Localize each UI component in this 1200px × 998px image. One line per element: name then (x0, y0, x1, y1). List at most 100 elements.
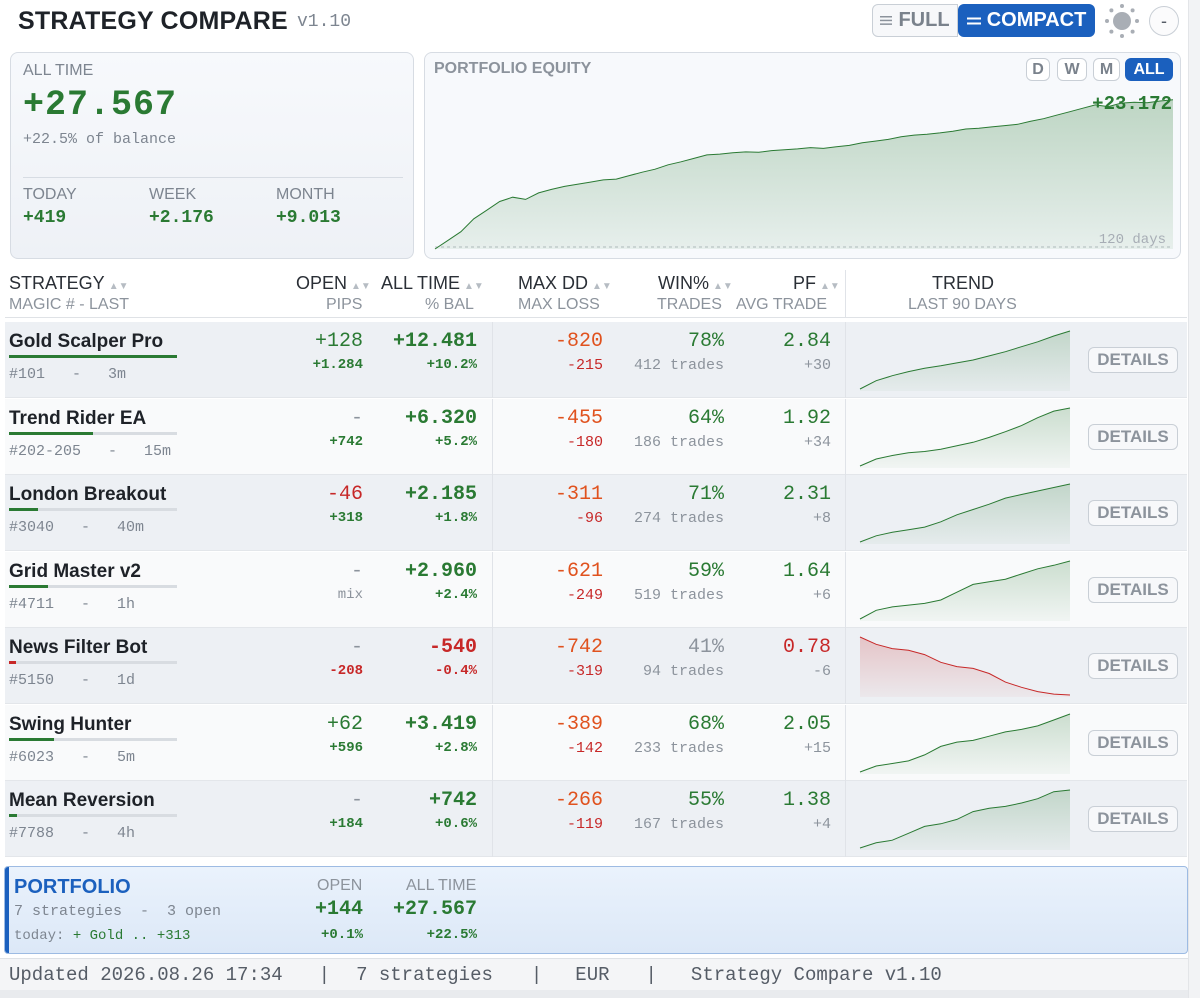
all-time-value: +2.960 (404, 559, 477, 583)
profit-factor: 1.64 (782, 559, 831, 583)
strategy-name: Mean Reversion (9, 790, 155, 811)
sort-arrows-icon: ▲▼ (713, 281, 733, 292)
details-button[interactable]: DETAILS (1088, 806, 1178, 832)
col-all-time-sub: % BAL (425, 296, 474, 313)
sun-icon (1105, 4, 1139, 38)
col-win[interactable]: WIN% ▲▼ (658, 273, 733, 294)
max-dd-value: -311 (554, 483, 603, 506)
col-pf[interactable]: PF ▲▼ (793, 273, 840, 294)
vertical-scrollbar[interactable] (1188, 0, 1200, 998)
strategy-share-fill (9, 661, 16, 664)
minimize-button[interactable]: - (1149, 6, 1179, 36)
trend-sparkline (859, 483, 1071, 544)
open-value: - (350, 789, 363, 812)
trend-line (859, 407, 1071, 466)
col-open[interactable]: OPEN ▲▼ (296, 273, 371, 294)
open-value: - (350, 636, 363, 659)
column-separator (492, 781, 493, 857)
col-max-dd[interactable]: MAX DD ▲▼ (518, 273, 612, 294)
col-open-sub: PIPS (326, 296, 363, 313)
max-dd-value: -742 (554, 636, 603, 659)
compact-view-button[interactable]: COMPACT (958, 4, 1095, 37)
trend-area (860, 331, 1070, 391)
sort-arrows-icon: ▲▼ (351, 281, 371, 292)
strategy-name: Trend Rider EA (9, 407, 147, 429)
trend-area (860, 560, 1070, 621)
max-dd-value: -266 (554, 789, 603, 812)
pct-balance: +1.8% (434, 510, 477, 526)
col-strategy[interactable]: STRATEGY ▲▼ (9, 273, 128, 294)
table-row[interactable]: Grid Master v2 #4711 - 1h - mix +2.960 +2.4% -… (5, 551, 1187, 628)
table-row[interactable]: Gold Scalper Pro #101 - 3m +128 +1.284 +12.4… (5, 322, 1187, 398)
equity-days-label: 120 days (1098, 232, 1166, 248)
trade-count: 412 trades (633, 357, 724, 374)
column-separator (492, 704, 493, 781)
table-row[interactable]: News Filter Bot #5150 - 1d - -208 -540 -0.4% -… (5, 628, 1187, 704)
range-m-button[interactable]: M (1093, 58, 1120, 81)
table-row[interactable]: Mean Reversion #7788 - 4h - +184 +742 +0.6% -2… (5, 781, 1187, 857)
strategy-name: Swing Hunter (9, 713, 132, 735)
strategy-meta: #202-205 - 15m (9, 442, 172, 460)
column-separator (845, 398, 846, 475)
details-button[interactable]: DETAILS (1088, 729, 1178, 756)
sort-arrows-icon: ▲▼ (108, 281, 129, 292)
max-loss-value: -119 (566, 816, 603, 833)
range-w-button[interactable]: W (1057, 58, 1087, 81)
horizontal-scrollbar[interactable] (0, 990, 1188, 998)
status-app: Strategy Compare v1.10 (690, 963, 942, 986)
strategy-share-bar (9, 584, 177, 588)
strategy-name: Grid Master v2 (9, 560, 141, 582)
open-pips: +318 (329, 510, 363, 526)
table-row[interactable]: Swing Hunter #6023 - 5m +62 +596 +3.419 +2.8%… (5, 704, 1187, 781)
win-rate: 59% (687, 559, 724, 583)
avg-trade: -6 (812, 663, 831, 680)
max-loss-value: -180 (566, 433, 603, 451)
range-d-button[interactable]: D (1026, 58, 1050, 81)
app-title: STRATEGY COMPARE (18, 7, 288, 35)
portfolio-open-pct: +0.1% (320, 927, 363, 943)
win-rate: 64% (687, 406, 724, 430)
all-time-value: +3.419 (404, 712, 477, 736)
profit-factor: 2.31 (782, 483, 831, 506)
table-row[interactable]: Trend Rider EA #202-205 - 15m - +742 +6.320 +… (5, 398, 1187, 475)
column-separator (845, 551, 846, 628)
details-button[interactable]: DETAILS (1088, 576, 1178, 603)
col-all-time[interactable]: ALL TIME ▲▼ (381, 273, 484, 294)
trade-count: 167 trades (633, 816, 724, 833)
details-button[interactable]: DETAILS (1088, 653, 1178, 679)
profit-factor: 0.78 (782, 636, 831, 659)
avg-trade: +34 (803, 433, 831, 451)
table-row[interactable]: London Breakout #3040 - 40m -46 +318 +2.185 +… (5, 475, 1187, 551)
trade-count: 274 trades (633, 510, 724, 527)
compact-view-label: COMPACT (986, 9, 1087, 31)
portfolio-accent (5, 867, 9, 953)
open-value: +62 (326, 712, 363, 736)
column-separator (845, 475, 846, 551)
strategy-share-fill (9, 814, 18, 817)
open-pips: +596 (329, 739, 363, 756)
details-button[interactable]: DETAILS (1088, 500, 1178, 526)
details-button[interactable]: DETAILS (1088, 423, 1178, 450)
pct-balance: +2.8% (434, 739, 477, 756)
trend-area (860, 713, 1070, 774)
trend-sparkline (859, 636, 1071, 697)
details-button[interactable]: DETAILS (1088, 347, 1178, 373)
full-view-button[interactable]: FULL (872, 4, 958, 37)
strategy-share-bar (9, 814, 177, 817)
col-max-dd-label: MAX DD (518, 273, 589, 293)
max-loss-value: -142 (566, 739, 603, 757)
strategy-share-fill (9, 355, 177, 358)
status-currency: EUR (575, 963, 610, 986)
range-all-button[interactable]: ALL (1125, 58, 1173, 81)
profit-factor: 1.38 (782, 789, 831, 812)
theme-toggle-button[interactable] (1103, 3, 1141, 39)
open-pips: -208 (329, 663, 363, 679)
column-separator (845, 322, 846, 398)
profit-factor: 1.92 (782, 406, 831, 430)
strategy-meta: #5150 - 1d (9, 672, 136, 689)
strategy-share-fill (9, 584, 48, 588)
equity-line (434, 99, 1174, 250)
trend-area (860, 407, 1070, 468)
strategy-share-bar (9, 431, 177, 435)
open-value: - (350, 406, 363, 430)
